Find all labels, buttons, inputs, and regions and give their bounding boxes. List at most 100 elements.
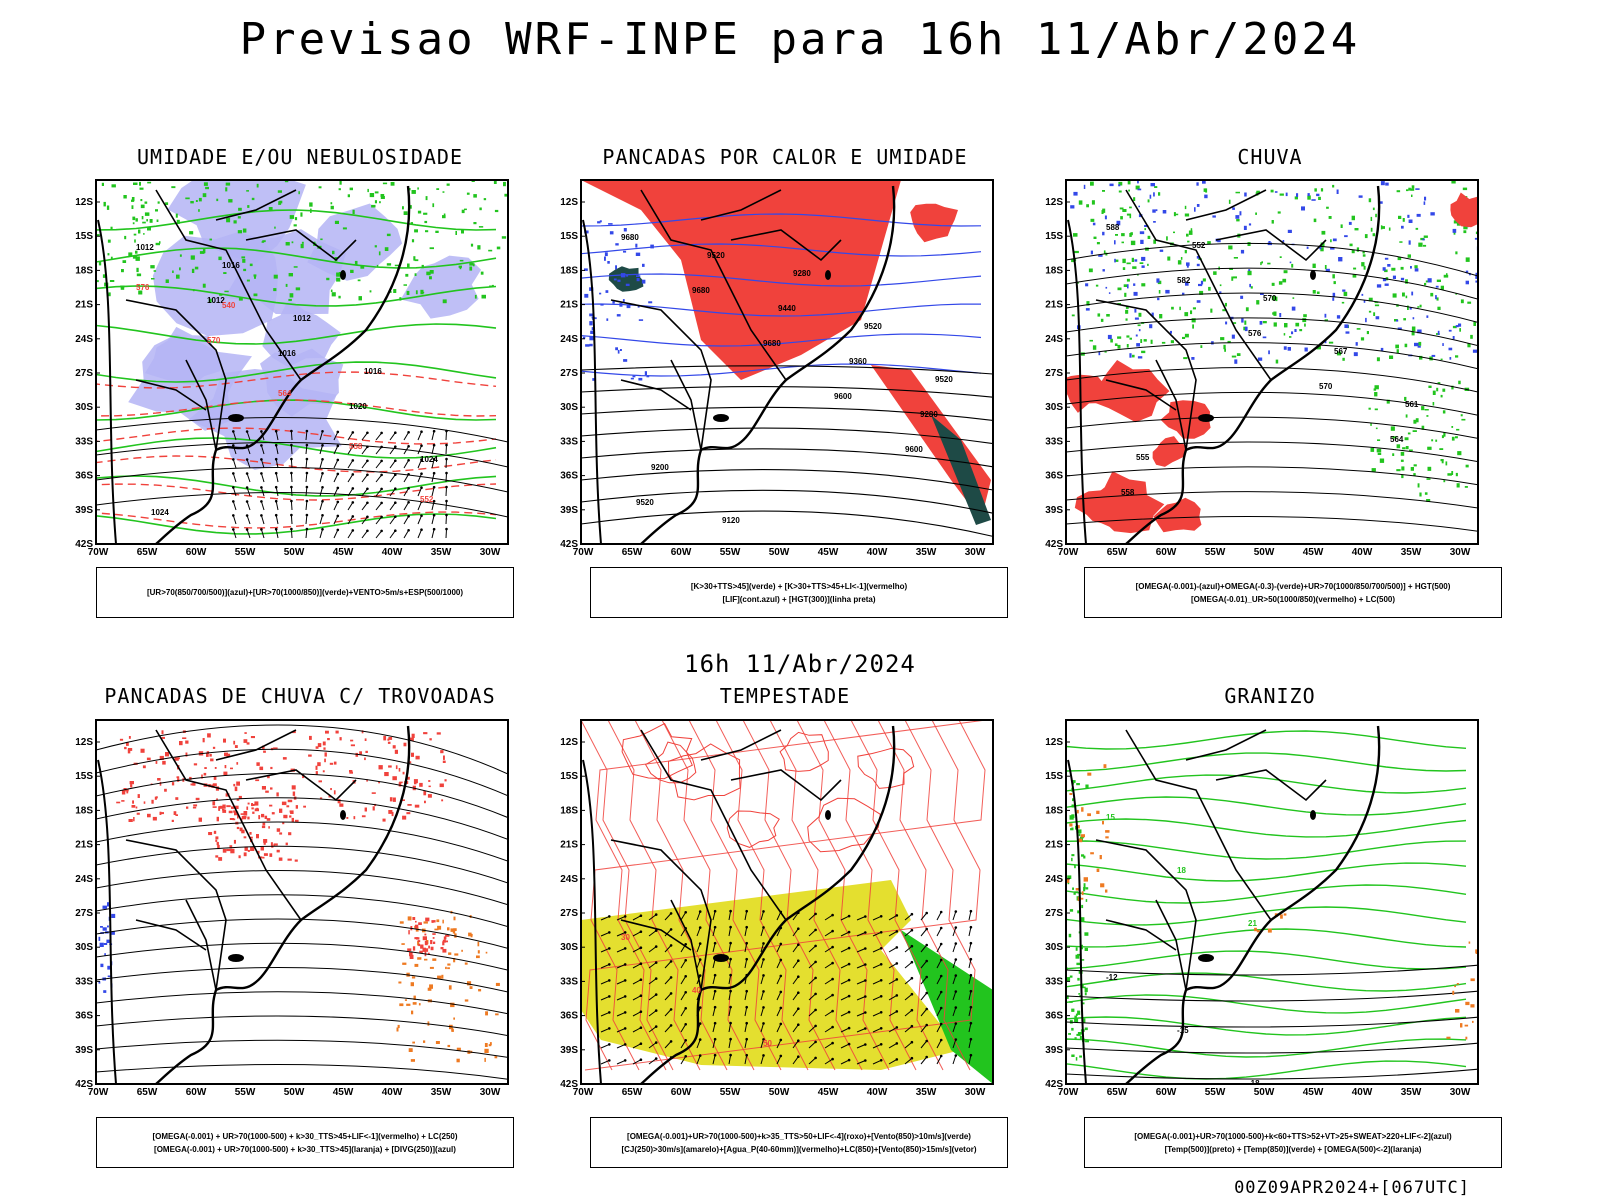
wind-vector [403,488,410,497]
omega-area-green [1159,314,1163,319]
omega-area-blue [1133,291,1138,296]
omega-area-green [1184,333,1189,338]
wind-vector [840,979,850,985]
temperature-850-contour [1081,1002,1085,1005]
wind-vector [952,991,957,1001]
wind-vector [616,1059,626,1065]
omega-area-blue [1316,193,1320,197]
omega-area-green [1328,341,1334,344]
humidity-area-green [338,188,341,191]
wind-vector [968,1007,972,1017]
humidity-area-green [301,241,304,244]
omega-area-blue [1144,225,1149,227]
wind-vector [762,1022,765,1025]
thunderstorm-area-red [355,752,359,757]
wind-vector [366,473,369,477]
omega-area-green [1119,207,1124,210]
wind-vector [920,976,928,985]
thunderstorm-area-red [230,848,235,854]
humidity-area-green [223,272,227,274]
country-border [1125,729,1272,921]
omega-area-green [1441,460,1444,464]
wind-vector [745,1021,748,1025]
longitude-label: 30W [480,1087,501,1098]
omega-area-blue [1090,250,1093,255]
wind-vector [713,1005,717,1009]
omega-area-blue [1152,209,1156,213]
thunderstorm-area-red [401,799,405,801]
omega-area-green [1326,206,1329,209]
omega-area-blue [1452,336,1455,340]
wind-vector [879,915,883,918]
omega-area-green [1386,399,1390,404]
height-500-contour [1066,292,1478,323]
longitude-label: 50W [1254,1087,1275,1098]
thunderstorm-area-orange [484,1057,486,1062]
wind-vector [654,1009,658,1012]
wind-vector [389,446,396,455]
wind-vector [669,912,673,915]
omega-area-green [1445,461,1448,466]
map-content: -12-15-18-21151821 [1066,725,1478,1084]
omega-area-blue [1182,292,1185,295]
wind-vector [762,942,765,945]
omega-area-green [1362,251,1365,254]
omega-area-green [1340,224,1343,228]
omega-area-green [1138,312,1142,317]
thunderstorm-area-red [121,790,126,795]
humidity-area-green [349,187,353,191]
wind-vector [333,515,339,525]
wind-vector [910,912,914,916]
temperature-850-contour [1066,862,1467,882]
humidity-area-green [374,200,377,204]
omega-area-orange [1470,978,1475,982]
wind-vector [936,991,942,1001]
wind-vector [319,501,323,511]
wind-vector [375,530,382,539]
thunderstorm-area-red [247,802,250,805]
omega-area-green [1394,319,1398,322]
thunderstorm-area-red [422,936,427,941]
humidity-area-green [208,298,212,303]
wind-vector [305,444,308,455]
water-contour-red [769,720,863,1071]
wind-vector [321,472,324,475]
latitude-label: 15S [560,231,578,242]
wind-vector [779,990,783,994]
wind-vector [698,910,702,913]
wind-vector [445,443,448,447]
lifted-index-contour [599,292,602,295]
country-border [1125,189,1272,381]
omega-area-green [1341,301,1345,304]
wind-vector [762,926,765,929]
temperature-850-contour [1066,796,1467,816]
wind-vector [232,529,237,539]
thunderstorm-area-orange [417,957,422,960]
lifted-index-contour [635,252,641,256]
wind-vector [910,992,914,996]
wind-vector [713,1021,717,1025]
temperature-850-contour [1071,857,1073,862]
omega-area-blue [1092,222,1096,226]
thickness-contour-red [96,511,497,529]
wind-vector [445,444,447,455]
omega-area-blue [1416,213,1421,217]
thunderstorm-area-red [350,744,355,747]
humidity-area-green [469,266,473,271]
thunderstorm-area-red [189,776,192,780]
thunderstorm-area-red [266,818,271,821]
country-border [640,729,787,921]
omega-area-blue [1279,313,1282,318]
lifted-index-contour [615,243,619,246]
thunderstorm-area-red [147,813,151,818]
omega-area-green [1432,390,1436,395]
contour-label: 40 [692,986,701,995]
wind-vector [728,1023,732,1033]
omega-area-green [1389,355,1394,359]
omega-area-blue [1384,257,1389,260]
omega-area-blue [1137,188,1142,191]
wind-vector [623,979,627,982]
wind-vector [847,1042,851,1046]
longitude-label: 65W [622,1087,643,1098]
